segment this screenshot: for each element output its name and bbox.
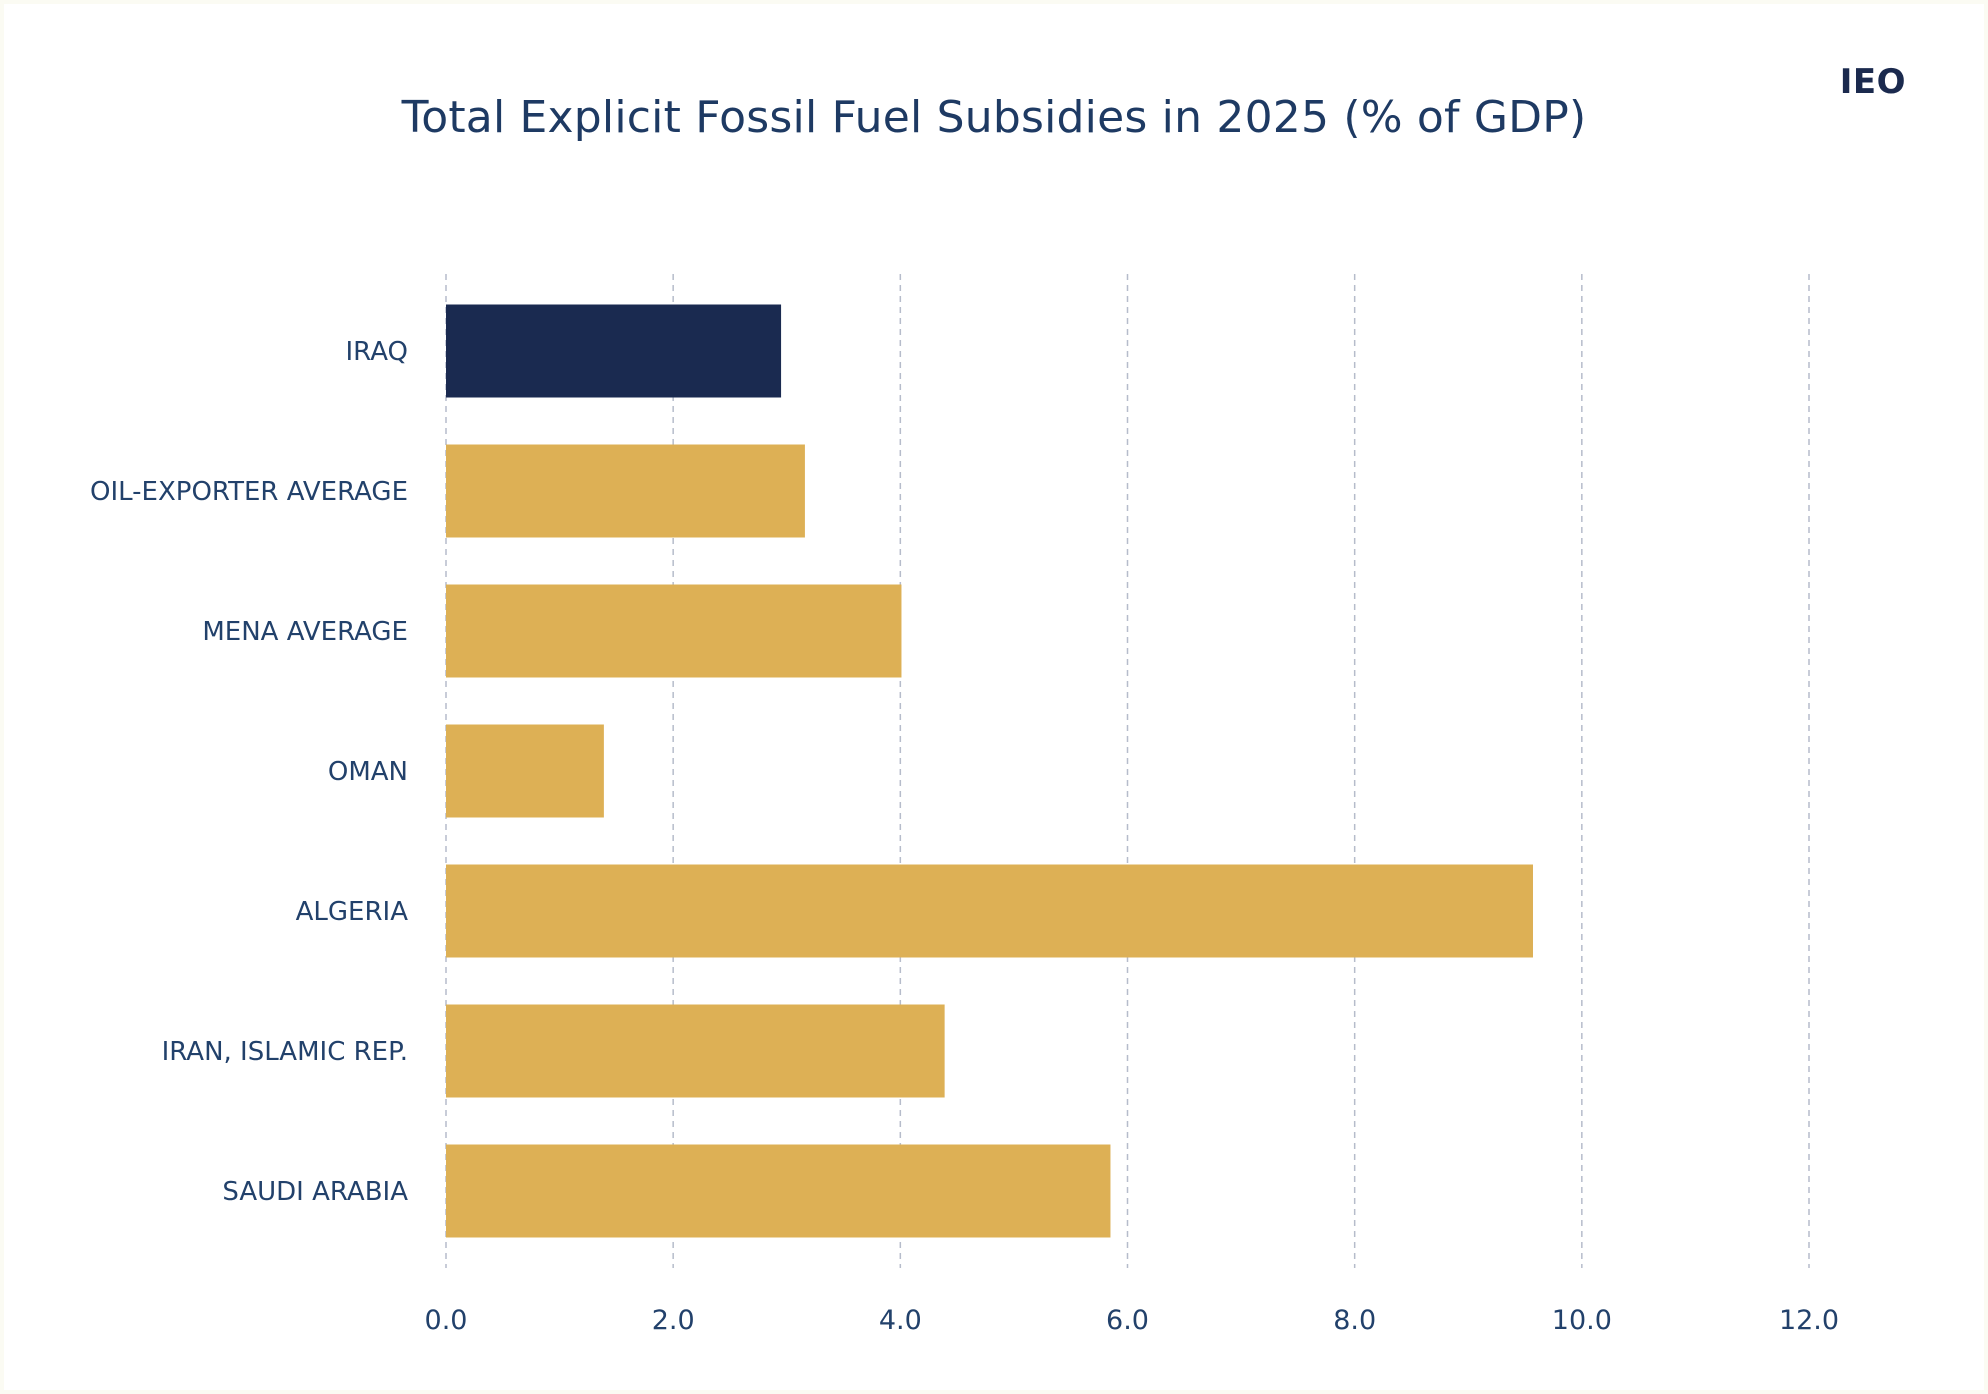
chart-title: Total Explicit Fossil Fuel Subsidies in … [401,92,1587,143]
x-tick-label: 8.0 [1333,1305,1376,1336]
bar-iran-islamic-rep [446,1004,945,1098]
bar-oman [446,724,604,818]
bar-saudi-arabia [446,1144,1111,1238]
category-label: IRAN, ISLAMIC REP. [162,1037,408,1067]
category-labels: IRAQ OIL-EXPORTER AVERAGE MENA AVERAGE OMAN… [90,337,408,1207]
x-tick-label: 6.0 [1106,1305,1149,1336]
x-tick-label: 2.0 [652,1305,695,1336]
category-label: MENA AVERAGE [202,617,408,647]
category-label: IRAQ [346,337,408,367]
bar-oil-exporter-average [446,444,805,538]
x-tick-label: 10.0 [1552,1305,1612,1336]
category-label: ALGERIA [296,897,409,927]
category-label: SAUDI ARABIA [222,1177,408,1207]
category-label: OIL-EXPORTER AVERAGE [90,477,408,507]
brand-logo: IEO [1839,62,1906,102]
x-tick-label: 0.0 [425,1305,468,1336]
grid-lines [445,274,1810,1268]
bars [446,304,1533,1238]
x-tick-label: 4.0 [879,1305,922,1336]
bar-iraq [446,304,782,398]
x-tick-label: 12.0 [1779,1305,1839,1336]
x-axis-ticks: 0.0 2.0 4.0 6.0 8.0 10.0 12.0 [425,1305,1840,1336]
category-label: OMAN [328,757,408,787]
bar-mena-average [446,584,902,678]
bar-algeria [446,864,1533,958]
